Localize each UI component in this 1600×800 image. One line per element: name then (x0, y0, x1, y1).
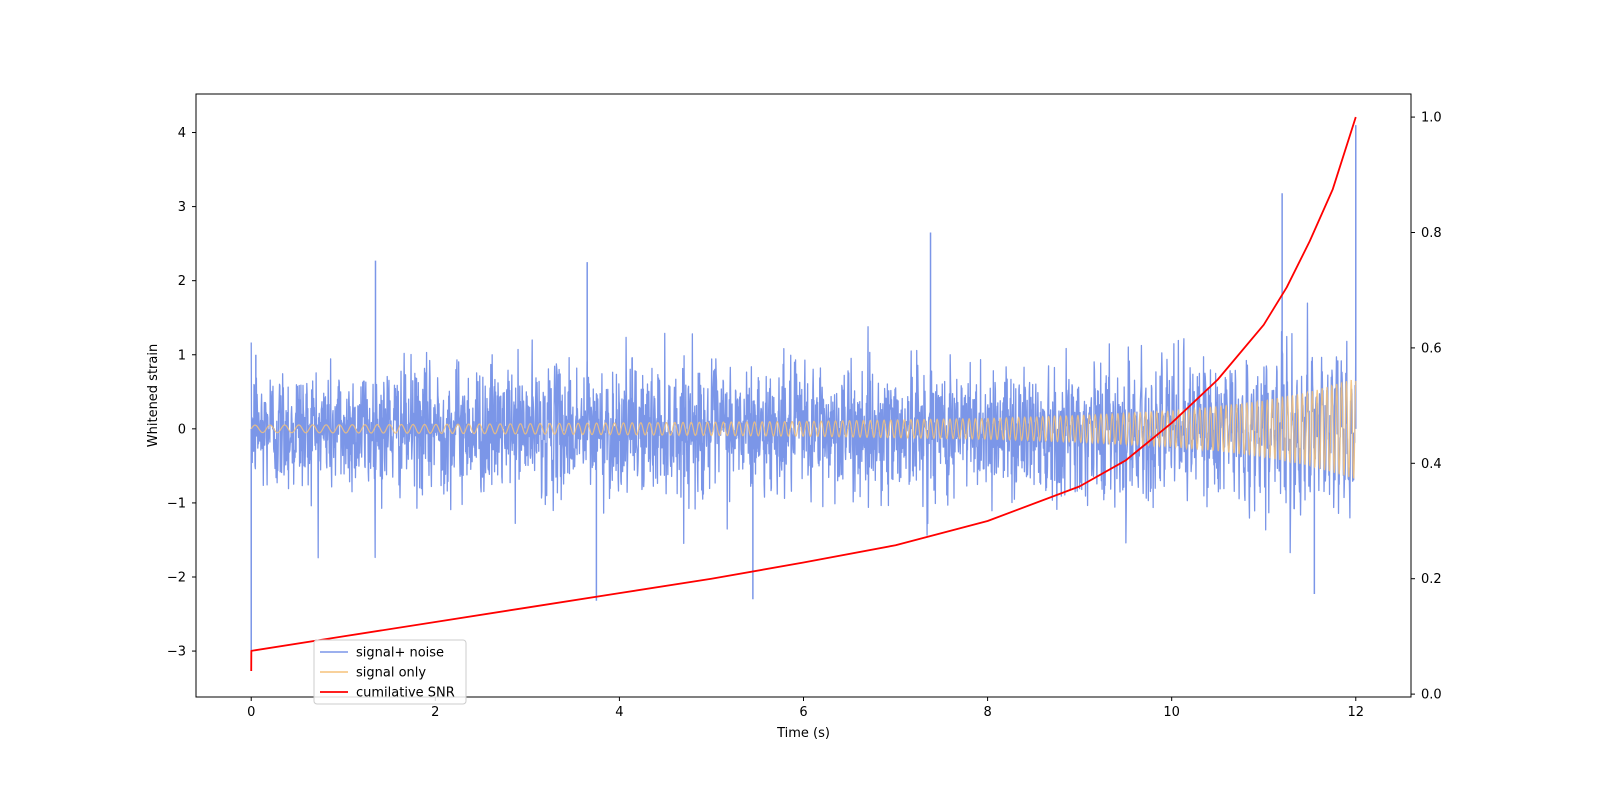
x-tick-label: 12 (1347, 705, 1364, 720)
y2-tick-label: 0.4 (1421, 457, 1442, 472)
x-tick-label: 8 (983, 705, 991, 720)
y-tick-label: −2 (167, 570, 186, 585)
x-axis-label: Time (s) (776, 726, 830, 741)
y2-tick-label: 0.2 (1421, 572, 1442, 587)
x-tick-label: 4 (615, 705, 623, 720)
plot-area (250, 116, 1357, 672)
y-tick-label: 3 (178, 200, 186, 215)
y-axis-left: −3 −2 −1 0 1 2 3 4 (167, 126, 196, 660)
x-axis: 0 2 4 6 8 10 12 (247, 697, 1364, 720)
x-tick-label: 0 (247, 705, 255, 720)
y-axis-label: Whitened strain (146, 344, 161, 447)
legend-label: signal+ noise (356, 646, 444, 661)
y2-tick-label: 0.6 (1421, 341, 1442, 356)
y2-tick-label: 0.8 (1421, 226, 1442, 241)
y-tick-label: 4 (178, 126, 186, 141)
legend-label: signal only (356, 666, 426, 681)
x-tick-label: 10 (1163, 705, 1180, 720)
legend-label: cumilative SNR (356, 686, 455, 701)
signal-only-line (250, 379, 1357, 479)
y-tick-label: 2 (178, 274, 186, 289)
y-tick-label: −1 (167, 496, 186, 511)
x-tick-label: 6 (799, 705, 807, 720)
legend-box (313, 639, 467, 705)
series-signal-only (250, 379, 1357, 479)
signal-noise-line (250, 302, 1357, 559)
cumulative-snr-line (250, 116, 1357, 672)
y-tick-label: −3 (167, 645, 186, 660)
series-cumulative-snr (250, 116, 1357, 672)
legend: signal+ noise signal only cumilative SNR (313, 639, 467, 705)
y-tick-label: 0 (178, 422, 186, 437)
x-tick-label: 2 (431, 705, 439, 720)
y2-tick-label: 1.0 (1421, 111, 1442, 126)
y-axis-right: 0.0 0.2 0.4 0.6 0.8 1.0 (1411, 111, 1442, 703)
y2-tick-label: 0.0 (1421, 688, 1442, 703)
y-tick-label: 1 (178, 348, 186, 363)
series-signal-noise (250, 125, 1357, 652)
axes-frame (195, 93, 1412, 698)
